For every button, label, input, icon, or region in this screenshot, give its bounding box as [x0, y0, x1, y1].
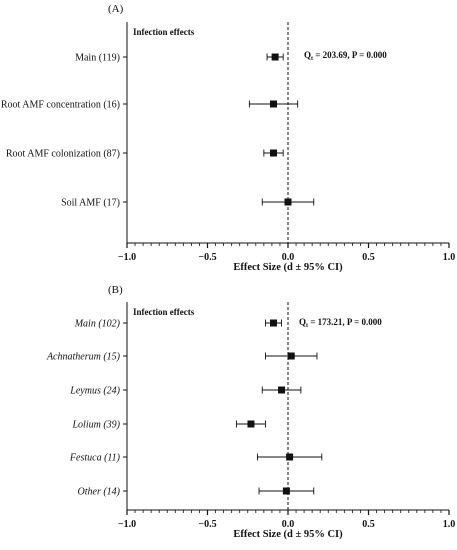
- effect-point: [284, 198, 292, 206]
- annotation-q: Q: [299, 317, 306, 327]
- x-tick-label: −0.5: [198, 252, 216, 263]
- effect-point: [286, 453, 294, 461]
- row-label: Root AMF concentration (16): [1, 100, 120, 111]
- annotation-text: = 173.21, P = 0.000: [308, 317, 382, 327]
- annotation-subscript: t: [306, 323, 308, 329]
- heterogeneity-annotation: Qt = 173.21, P = 0.000: [299, 317, 382, 329]
- x-tick-label: 0.5: [362, 252, 375, 263]
- x-tick-label: 1.0: [443, 519, 456, 530]
- annotation-subscript: t: [311, 56, 313, 62]
- effect-point: [270, 319, 278, 327]
- effect-point: [278, 386, 286, 394]
- row-label: Achnatherum (15): [46, 352, 121, 363]
- row-label: Root AMF colonization (87): [6, 149, 120, 160]
- x-tick-label: −1.0: [118, 519, 136, 530]
- effect-point: [247, 420, 255, 428]
- x-tick-label: −1.0: [118, 252, 136, 263]
- row-label: Festuca (11): [69, 453, 121, 464]
- effect-point: [287, 352, 295, 360]
- row-label: Main (119): [75, 53, 120, 64]
- annotation-q: Q: [304, 50, 311, 60]
- effect-point: [271, 53, 279, 61]
- x-tick-label: 0.5: [362, 519, 375, 530]
- x-axis-title: Effect Size (d ± 95% CI): [233, 529, 343, 540]
- effect-point: [270, 100, 278, 108]
- heterogeneity-annotation: Qt = 203.69, P = 0.000: [304, 50, 387, 62]
- x-axis-title: Effect Size (d ± 95% CI): [233, 262, 343, 273]
- row-label: Main (102): [74, 319, 121, 330]
- x-tick-label: 1.0: [443, 252, 456, 263]
- x-tick-label: −0.5: [198, 519, 216, 530]
- row-label: Leymus (24): [69, 386, 120, 397]
- panel-title: Infection effects: [133, 27, 195, 37]
- row-label: Soil AMF (17): [61, 198, 120, 209]
- annotation-text: = 203.69, P = 0.000: [313, 50, 387, 60]
- panel-letter: (B): [108, 284, 123, 296]
- effect-point: [282, 487, 290, 495]
- row-label: Other (14): [78, 487, 121, 498]
- panel-letter: (A): [108, 3, 124, 15]
- row-label: Lolium (39): [72, 420, 121, 431]
- x-tick-label: 0.0: [282, 519, 295, 530]
- panel-title: Infection effects: [133, 307, 195, 317]
- x-tick-label: 0.0: [282, 252, 295, 263]
- effect-point: [270, 149, 278, 157]
